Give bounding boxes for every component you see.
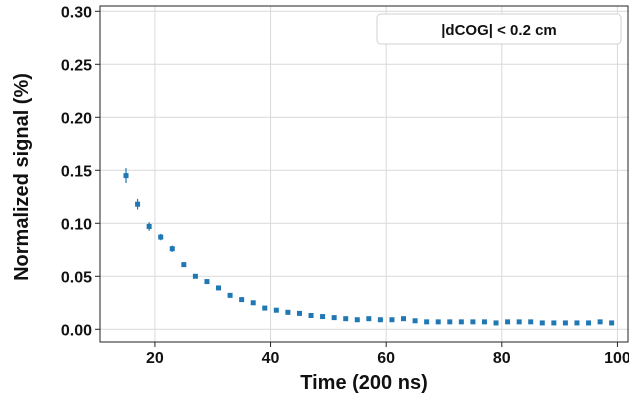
data-point: [273, 307, 279, 313]
data-point: [250, 300, 256, 306]
data-point: [308, 313, 314, 319]
data-point: [204, 279, 210, 285]
legend-frame: [376, 13, 622, 45]
axes-layer: [95, 5, 629, 347]
x-tick-label: 40: [262, 350, 280, 367]
data-point: [528, 319, 534, 325]
data-point: [239, 297, 245, 303]
data-point: [574, 320, 580, 326]
data-point: [424, 319, 430, 325]
data-point: [262, 305, 268, 311]
data-point: [192, 273, 198, 279]
data-point: [158, 234, 164, 240]
data-point: [447, 319, 453, 325]
data-point: [216, 285, 222, 291]
data-point: [401, 316, 407, 322]
data-point: [135, 201, 141, 207]
data-point: [389, 317, 395, 323]
data-point: [343, 316, 349, 322]
plot-frame: [99, 5, 629, 343]
data-point: [481, 319, 487, 325]
data-point: [296, 310, 302, 316]
data-point: [597, 319, 603, 325]
data-point: [435, 319, 441, 325]
data-point: [366, 316, 372, 322]
data-point: [181, 262, 187, 268]
data-point: [470, 319, 476, 325]
x-tick-label: 100: [604, 350, 629, 367]
data-points-layer: [123, 168, 615, 326]
data-point: [169, 246, 175, 252]
data-point: [562, 320, 568, 326]
x-tick-label: 20: [146, 350, 164, 367]
data-point: [539, 320, 545, 326]
data-point: [320, 314, 326, 320]
y-tick-label: 0.30: [61, 4, 92, 21]
data-point: [146, 223, 152, 229]
data-point: [331, 315, 337, 321]
y-tick-label: 0.10: [61, 216, 92, 233]
data-point: [516, 319, 522, 325]
y-tick-label: 0.05: [61, 269, 92, 286]
y-tick-label: 0.15: [61, 163, 92, 180]
grid-layer: [100, 6, 629, 342]
data-point: [123, 173, 129, 179]
data-point: [377, 317, 383, 323]
x-axis-title: Time (200 ns): [300, 372, 427, 394]
data-point: [493, 320, 499, 326]
data-point: [505, 319, 511, 325]
data-point: [551, 320, 557, 326]
data-point: [609, 320, 615, 326]
legend-box: |dCOG| < 0.2 cm: [376, 13, 622, 45]
legend-annotation: |dCOG| < 0.2 cm: [441, 22, 557, 39]
data-point: [586, 320, 592, 326]
data-point: [412, 318, 418, 324]
y-tick-label: 0.20: [61, 110, 92, 127]
y-axis-title: Normalized signal (%): [11, 73, 33, 281]
data-point: [458, 319, 464, 325]
data-point: [227, 292, 233, 298]
x-tick-label: 60: [377, 350, 395, 367]
x-tick-label: 80: [493, 350, 511, 367]
data-point: [354, 317, 360, 323]
y-tick-label: 0.00: [61, 322, 92, 339]
y-tick-label: 0.25: [61, 57, 92, 74]
labels-layer: 20 40 60 80 100 0.00 0.05 0.10 0.15 0.20 0.25 0.30: [61, 4, 629, 367]
data-point: [285, 309, 291, 315]
